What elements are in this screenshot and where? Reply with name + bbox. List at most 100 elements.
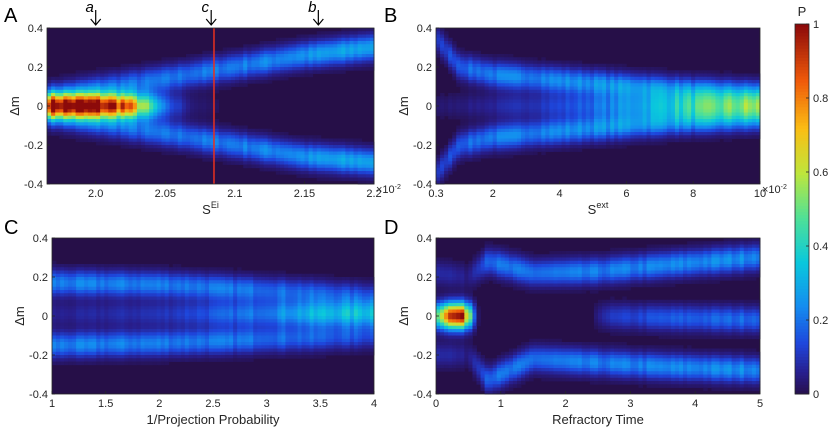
- heatmap-cell: [504, 106, 510, 110]
- heatmap-cell: [120, 312, 125, 317]
- heatmap-cell: [460, 60, 465, 65]
- heatmap-cell: [650, 102, 656, 107]
- heatmap-cell: [468, 132, 473, 136]
- heatmap-cell: [683, 125, 688, 130]
- heatmap-cell: [64, 345, 69, 349]
- heatmap-cell: [743, 109, 749, 113]
- heatmap-cell: [448, 102, 453, 107]
- heatmap-cell: [222, 122, 228, 126]
- heatmap-cell: [149, 67, 154, 71]
- heatmap-cell: [480, 119, 485, 123]
- heatmap-cell: [108, 280, 113, 284]
- heatmap-cell: [104, 138, 109, 143]
- heatmap-cell: [165, 60, 171, 65]
- heatmap-cell: [56, 345, 61, 349]
- heatmap-cell: [361, 141, 367, 146]
- heatmap-cell: [622, 89, 627, 94]
- heatmap-cell: [83, 86, 89, 91]
- heatmap-cell: [145, 135, 150, 139]
- heatmap-cell: [194, 89, 199, 94]
- heatmap-cell: [144, 293, 149, 297]
- heatmap-cell: [222, 67, 228, 71]
- heatmap-cell: [79, 89, 85, 94]
- heatmap-cell: [96, 112, 101, 117]
- heatmap-cell: [525, 80, 530, 84]
- heatmap-cell: [751, 89, 757, 94]
- heatmap-cell: [585, 119, 591, 123]
- heatmap-cell: [456, 73, 461, 78]
- heatmap-cell: [92, 303, 97, 307]
- heatmap-cell: [71, 109, 77, 113]
- heatmap-cell: [541, 109, 546, 113]
- heatmap-cell: [545, 73, 550, 78]
- heatmap-cell: [707, 109, 712, 113]
- heatmap-cell: [369, 67, 375, 71]
- heatmap-cell: [715, 122, 720, 126]
- heatmap-cell: [581, 80, 587, 84]
- heatmap-cell: [181, 89, 187, 94]
- heatmap-cell: [296, 171, 301, 175]
- heatmap-cell: [521, 93, 526, 97]
- heatmap-cell: [259, 167, 265, 172]
- heatmap-cell: [316, 37, 322, 42]
- heatmap-cell: [444, 161, 449, 165]
- heatmap-cell: [508, 119, 514, 123]
- heatmap-cell: [573, 145, 579, 149]
- heatmap-cell: [512, 86, 518, 91]
- heatmap-cell: [508, 112, 514, 117]
- heatmap-cell: [464, 112, 469, 117]
- heatmap-cell: [480, 109, 485, 113]
- heatmap-cell: [247, 132, 252, 136]
- heatmap-cell: [549, 80, 554, 84]
- heatmap-cell: [349, 57, 354, 61]
- heatmap-cell: [715, 80, 720, 84]
- heatmap-cell: [300, 158, 305, 162]
- heatmap-cell: [365, 141, 371, 146]
- heatmap-cell: [452, 141, 457, 146]
- heatmap-cell: [533, 73, 538, 78]
- heatmap-cell: [104, 106, 109, 110]
- heatmap-cell: [288, 54, 293, 58]
- heatmap-cell: [116, 303, 121, 307]
- heatmap-cell: [521, 145, 526, 149]
- heatmap-cell: [361, 151, 367, 156]
- heatmap-cell: [755, 80, 761, 84]
- heatmap-cell: [84, 329, 89, 333]
- heatmap-cell: [83, 80, 89, 84]
- heatmap-cell: [239, 67, 244, 71]
- heatmap-cell: [341, 138, 346, 143]
- heatmap-cell: [707, 86, 712, 91]
- heatmap-cell: [173, 112, 179, 117]
- heatmap-cell: [577, 102, 583, 107]
- heatmap-cell: [679, 76, 684, 81]
- heatmap-cell: [646, 119, 652, 123]
- heatmap-cell: [124, 267, 129, 271]
- heatmap-cell: [634, 70, 639, 74]
- heatmap-cell: [104, 80, 109, 84]
- heatmap-cell: [357, 41, 363, 45]
- heatmap-cell: [52, 267, 57, 271]
- heatmap-cell: [472, 135, 477, 139]
- heatmap-cell: [185, 93, 191, 97]
- heatmap-cell: [230, 158, 236, 162]
- heatmap-cell: [230, 148, 236, 152]
- heatmap-cell: [504, 109, 510, 113]
- heatmap-cell: [132, 73, 138, 78]
- heatmap-cell: [622, 109, 627, 113]
- heatmap-cell: [529, 96, 534, 100]
- heatmap-cell: [622, 96, 627, 100]
- heatmap-cell: [165, 109, 171, 113]
- heatmap-cell: [353, 145, 359, 149]
- heatmap-cell: [243, 60, 248, 65]
- heatmap-cell: [337, 151, 342, 156]
- heatmap-cell: [476, 67, 481, 71]
- heatmap-cell: [60, 270, 65, 275]
- heatmap-cell: [100, 348, 105, 353]
- heatmap-cell: [263, 135, 269, 139]
- heatmap-cell: [304, 37, 309, 42]
- heatmap-cell: [230, 154, 236, 159]
- heatmap-cell: [64, 267, 69, 271]
- heatmap-cell: [185, 60, 191, 65]
- heatmap-cell: [157, 141, 162, 146]
- heatmap-cell: [279, 76, 285, 81]
